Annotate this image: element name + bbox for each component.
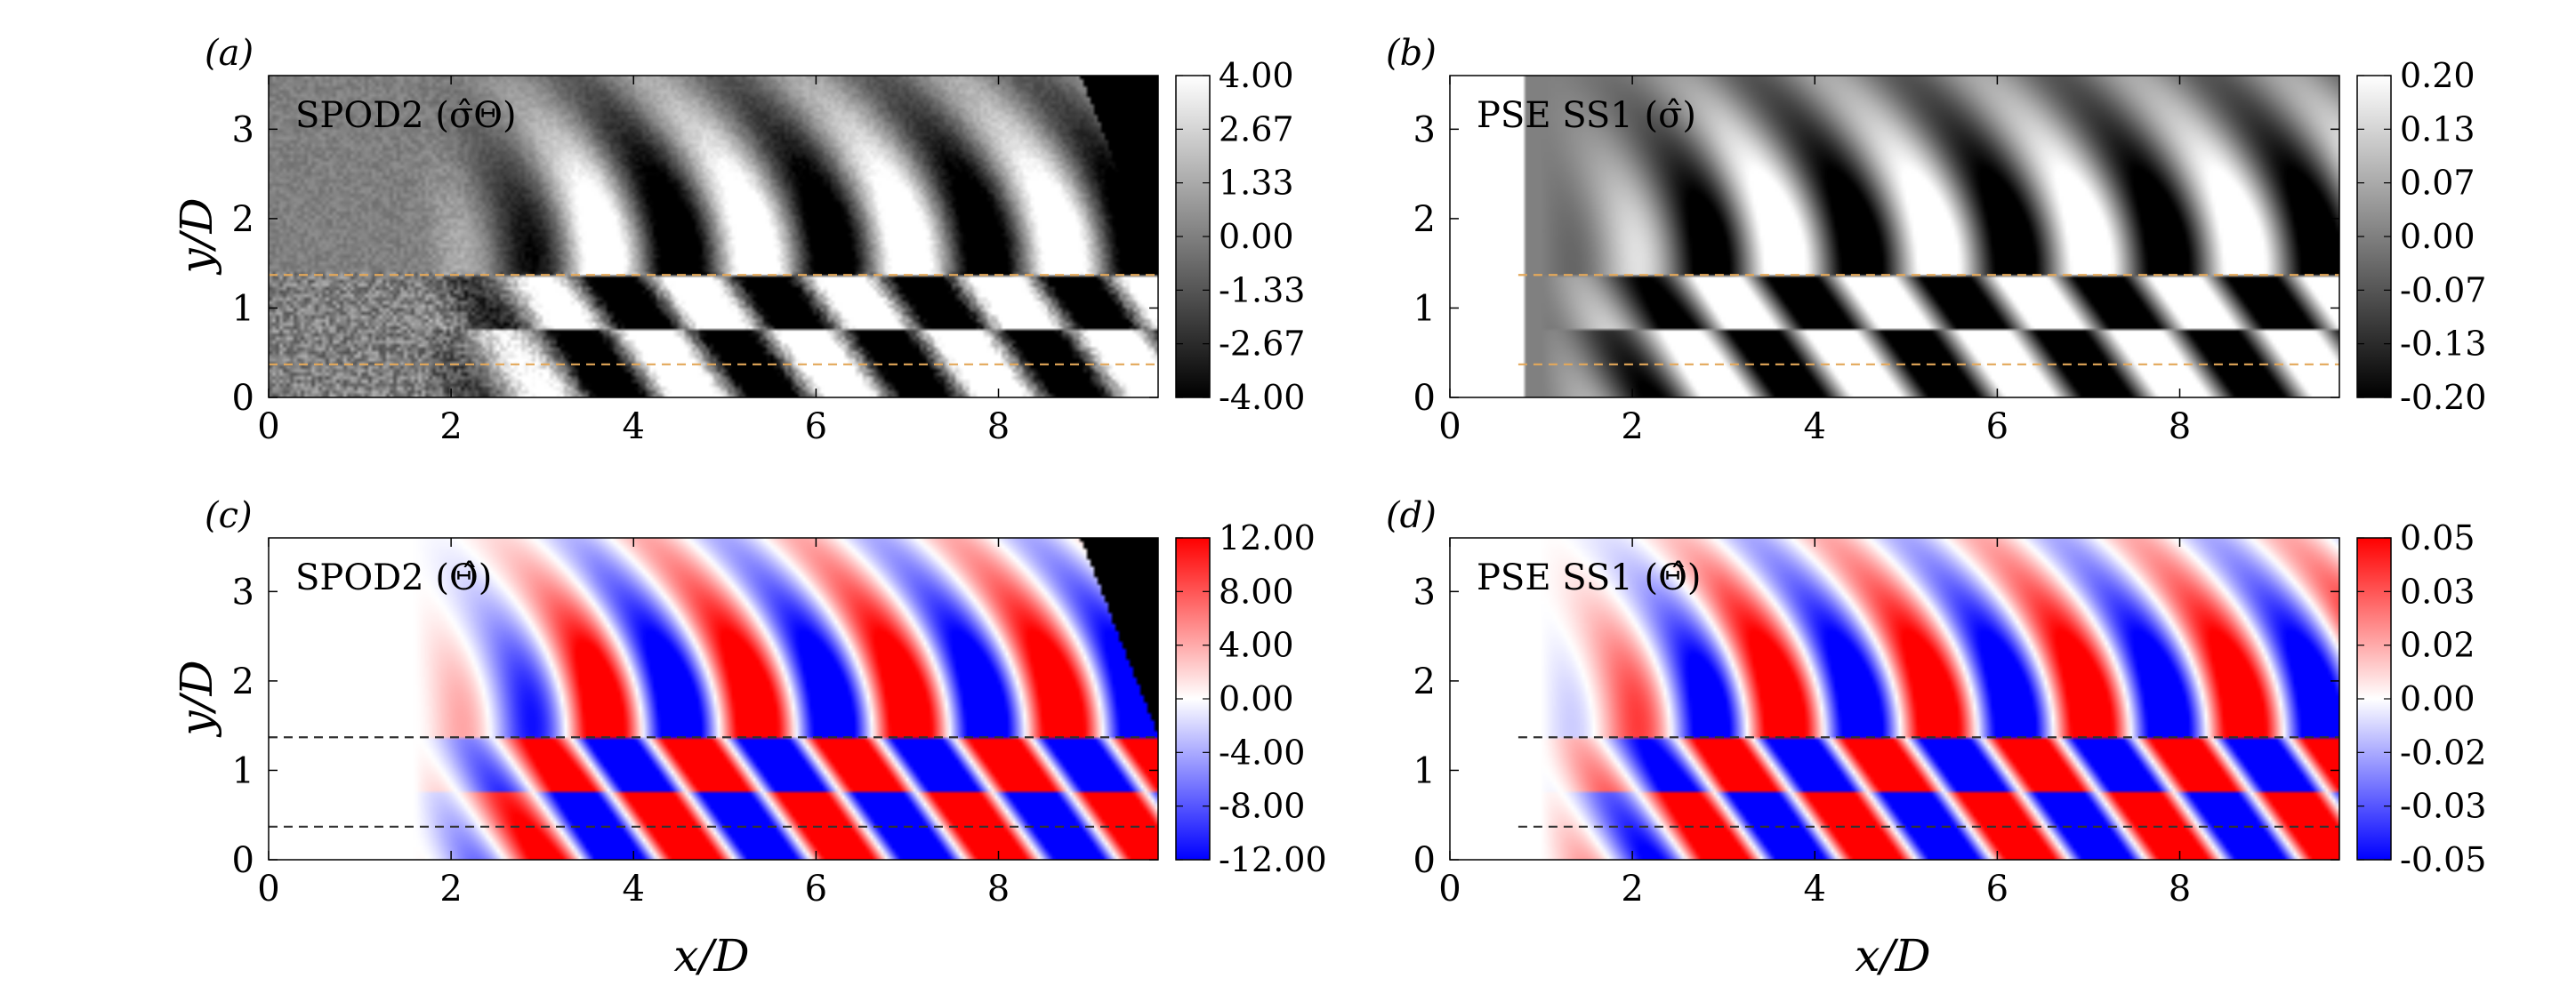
colorbar-tick-label: 0.00 bbox=[2400, 679, 2475, 718]
panel-b: 0 2 4 6 8 0 1 2 3 (b) PSE SS1 (σ̂) 0.20 0.13 0.07 0.00… bbox=[1386, 33, 2486, 447]
x-tick-label: 4 bbox=[1804, 406, 1826, 447]
y-axis-label-top: y/D bbox=[171, 197, 222, 275]
x-tick-label: 6 bbox=[805, 869, 827, 910]
x-tick-label: 0 bbox=[1438, 406, 1461, 447]
colorbar-tick-label: -8.00 bbox=[1219, 787, 1305, 826]
panel-letter: (c) bbox=[205, 495, 253, 536]
y-tick-label: 1 bbox=[232, 288, 254, 329]
x-tick-label: 4 bbox=[623, 869, 645, 910]
heatmap-field bbox=[1450, 538, 2339, 860]
colorbar-tick-label: -2.67 bbox=[1219, 325, 1305, 364]
y-axis-label-bottom: y/D bbox=[171, 660, 222, 737]
colorbar-tick-label: -12.00 bbox=[1219, 840, 1327, 879]
colorbar-tick-label: -0.02 bbox=[2400, 733, 2486, 772]
x-tick-label: 6 bbox=[805, 406, 827, 447]
panel-letter: (a) bbox=[205, 33, 254, 74]
x-tick-label: 0 bbox=[1438, 869, 1461, 910]
colorbar-tick-label: -4.00 bbox=[1219, 378, 1305, 417]
panel-title: PSE SS1 (Θ̂) bbox=[1477, 557, 1702, 598]
x-tick-label: 0 bbox=[257, 406, 279, 447]
colorbar-tick-label: 0.20 bbox=[2400, 56, 2475, 95]
y-tick-label: 0 bbox=[232, 378, 254, 419]
panel-title: PSE SS1 (σ̂) bbox=[1477, 95, 1696, 136]
x-tick-label: 4 bbox=[623, 406, 645, 447]
colorbar-tick-label: 4.00 bbox=[1219, 56, 1294, 95]
colorbar-tick-label: 1.33 bbox=[1219, 164, 1294, 203]
y-tick-label: 2 bbox=[1413, 661, 1436, 702]
colorbar-tick-label: -0.13 bbox=[2400, 325, 2486, 364]
y-tick-label: 1 bbox=[232, 750, 254, 791]
x-tick-label: 2 bbox=[439, 869, 462, 910]
colorbar-tick-label: -0.07 bbox=[2400, 270, 2486, 309]
y-tick-label: 0 bbox=[1413, 378, 1436, 419]
axes-frame bbox=[1449, 537, 2340, 861]
heatmap-field bbox=[1450, 76, 2339, 397]
x-tick-label: 2 bbox=[439, 406, 462, 447]
colorbar-tick-label: 4.00 bbox=[1219, 626, 1294, 665]
colorbar-tick-label: -0.05 bbox=[2400, 840, 2486, 879]
y-tick-label: 3 bbox=[1413, 572, 1436, 613]
panel-letter: (b) bbox=[1386, 33, 1437, 74]
colorbar-tick-label: 0.00 bbox=[1219, 217, 1294, 256]
x-tick-label: 8 bbox=[987, 869, 1010, 910]
y-tick-label: 1 bbox=[1413, 750, 1436, 791]
panel-title: SPOD2 (Θ̂) bbox=[295, 557, 492, 598]
x-tick-label: 0 bbox=[257, 869, 279, 910]
y-tick-label: 0 bbox=[1413, 840, 1436, 881]
x-tick-label: 8 bbox=[2169, 869, 2191, 910]
colorbar-tick-label: -0.03 bbox=[2400, 787, 2486, 826]
x-tick-label: 8 bbox=[2169, 406, 2191, 447]
colorbar-tick-label: 0.00 bbox=[2400, 217, 2475, 256]
y-tick-label: 2 bbox=[232, 199, 254, 240]
y-tick-label: 1 bbox=[1413, 288, 1436, 329]
x-tick-label: 4 bbox=[1804, 869, 1826, 910]
colorbar-tick-label: 12.00 bbox=[1219, 518, 1316, 557]
y-tick-label: 3 bbox=[1413, 109, 1436, 150]
colorbar-tick-label: 0.05 bbox=[2400, 518, 2475, 557]
x-tick-label: 6 bbox=[1986, 406, 2008, 447]
axes-frame bbox=[1449, 75, 2340, 398]
y-tick-label: 0 bbox=[232, 840, 254, 881]
x-axis-label-left: x/D bbox=[673, 930, 749, 982]
panel-a: 0 2 4 6 8 0 1 2 3 (a) SPOD2 (σ̂Θ) 4.00 2.67 1.33 0.00 -… bbox=[205, 33, 1305, 447]
y-tick-label: 2 bbox=[1413, 199, 1436, 240]
y-tick-label: 3 bbox=[232, 572, 254, 613]
panel-letter: (d) bbox=[1386, 495, 1437, 536]
panel-d: 0 2 4 6 8 0 1 2 3 (d) PSE SS1 (Θ̂) 0.05 0.03 0.02 0.00… bbox=[1386, 495, 2486, 910]
x-tick-label: 8 bbox=[987, 406, 1010, 447]
colorbar-tick-label: 0.00 bbox=[1219, 679, 1294, 718]
colorbar-tick-label: -1.33 bbox=[1219, 270, 1305, 309]
axes-frame bbox=[268, 75, 1159, 398]
colorbar-tick-label: 8.00 bbox=[1219, 572, 1294, 611]
colorbar-tick-label: -0.20 bbox=[2400, 378, 2486, 417]
colorbar-tick-label: 0.13 bbox=[2400, 109, 2475, 148]
panel-c: 0 2 4 6 8 0 1 2 3 (c) SPOD2 (Θ̂) 12.00 8.00 4.00 0.00 -… bbox=[205, 495, 1327, 910]
heatmap-field bbox=[269, 538, 1158, 860]
x-axis-label-right: x/D bbox=[1855, 930, 1930, 982]
panel-title: SPOD2 (σ̂Θ) bbox=[295, 95, 517, 136]
heatmap-field bbox=[269, 76, 1158, 397]
colorbar-tick-label: 0.07 bbox=[2400, 164, 2475, 203]
colorbar-tick-label: 0.02 bbox=[2400, 626, 2475, 665]
y-tick-label: 3 bbox=[232, 109, 254, 150]
x-tick-label: 2 bbox=[1621, 869, 1643, 910]
x-tick-label: 6 bbox=[1986, 869, 2008, 910]
y-tick-label: 2 bbox=[232, 661, 254, 702]
axes-frame bbox=[268, 537, 1159, 861]
colorbar-tick-label: 0.03 bbox=[2400, 572, 2475, 611]
colorbar-tick-label: -4.00 bbox=[1219, 733, 1305, 772]
x-tick-label: 2 bbox=[1621, 406, 1643, 447]
colorbar-tick-label: 2.67 bbox=[1219, 109, 1294, 148]
